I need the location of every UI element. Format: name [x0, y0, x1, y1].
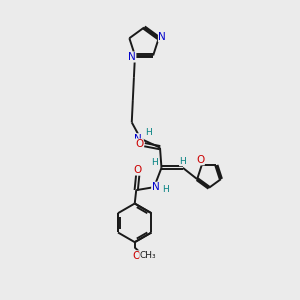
- Text: N: N: [158, 32, 166, 42]
- Text: H: H: [151, 158, 158, 167]
- Text: CH₃: CH₃: [140, 251, 156, 260]
- Text: O: O: [132, 251, 140, 261]
- Text: H: H: [146, 128, 152, 137]
- Text: H: H: [162, 185, 169, 194]
- Text: N: N: [134, 134, 142, 144]
- Text: O: O: [135, 139, 143, 149]
- Text: O: O: [134, 165, 142, 175]
- Text: N: N: [152, 182, 159, 192]
- Text: N: N: [128, 52, 136, 62]
- Text: O: O: [196, 155, 204, 165]
- Text: H: H: [179, 157, 186, 166]
